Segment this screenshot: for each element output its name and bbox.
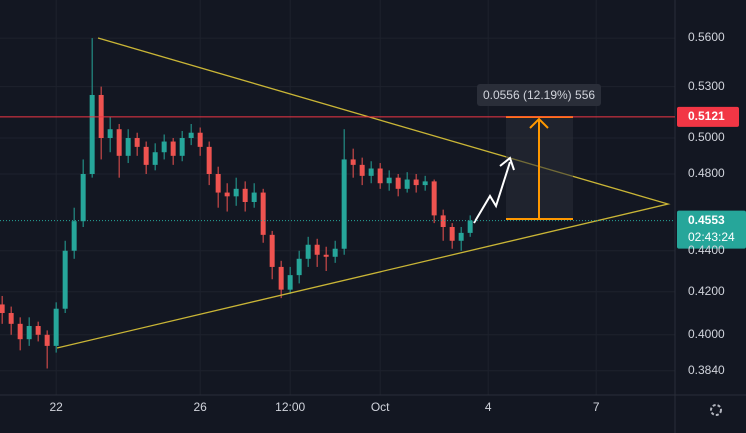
y-tick-label: 0.4800 [688,166,725,180]
candle-body [17,323,23,340]
candle-body [395,177,401,189]
candle-body [296,258,302,276]
x-tick-label: 12:00 [275,400,305,414]
candle-body [161,141,167,153]
settings-icon[interactable] [710,404,722,416]
candle-body [134,138,140,147]
measure-label: 0.0556 (12.19%) 556 [483,88,595,102]
candle-body [197,132,203,147]
candle-body [44,334,50,346]
candle-body [332,248,338,257]
candle-body [206,146,212,175]
last-price-box [677,210,746,249]
projection-arrowhead [499,156,515,171]
candle-body [89,94,95,175]
candle-body [251,192,257,203]
candle-body [8,313,14,324]
candle-body [422,181,428,186]
candle-body [116,129,122,156]
candle-body [53,308,59,346]
measure-label-box [477,84,601,106]
price-label-box [677,106,739,127]
candle-body [449,227,455,241]
candle-body [458,232,464,241]
candle-body [215,174,221,193]
candle-body [152,152,158,165]
y-tick-label: 0.3840 [688,363,725,377]
y-tick-label: 0.4200 [688,284,725,298]
price-label: 0.5121 [688,109,725,123]
candle-body [359,164,365,176]
candle-body [278,266,284,290]
x-tick-label: 4 [485,400,492,414]
candle-body [125,138,131,156]
candle-body [188,132,194,139]
x-tick-label: 7 [593,400,600,414]
x-tick-label: Oct [371,400,390,414]
candle-body [440,215,446,228]
candle-body [404,179,410,189]
candle-body [350,159,356,165]
x-tick-label: 26 [193,400,207,414]
candle-body [35,326,41,335]
projection-arrow [473,161,511,224]
candle-body [80,174,86,222]
y-tick-label: 0.4000 [688,327,725,341]
last-price-label: 0.4553 [688,213,725,227]
candle-body [386,177,392,184]
candle-body [269,234,275,267]
candle-body [233,188,239,197]
countdown: 02:43:24 [688,230,735,244]
candle-body [431,181,437,216]
candle-body [143,146,149,165]
candle-body [170,141,176,156]
x-tick-label: 22 [49,400,63,414]
overlay: 0.5121 0.4553 02:43:24 [0,106,746,249]
candle-body [71,221,77,251]
candle-body [260,192,266,235]
candle-body [287,275,293,290]
candle-body [62,250,68,309]
candle-body [242,188,248,203]
candle-body [305,244,311,259]
measure-arrowhead [529,117,549,129]
candle-body [26,326,32,340]
candle-body [323,254,329,257]
candle-body [224,192,230,197]
y-tick-label: 0.4400 [688,243,725,257]
y-tick-label: 0.5300 [688,79,725,93]
candle-body [368,168,374,176]
y-tick-label: 0.5000 [688,130,725,144]
candle-body [107,129,113,139]
triangle-pattern [56,37,671,349]
candle-body [413,179,419,186]
candle-body [314,244,320,255]
candle-body [179,138,185,156]
candle-body [341,159,347,249]
y-tick-label: 0.5600 [688,30,725,44]
candle-body [0,304,5,314]
candles [0,38,473,369]
candle-body [467,220,473,233]
candle-body [377,168,383,184]
